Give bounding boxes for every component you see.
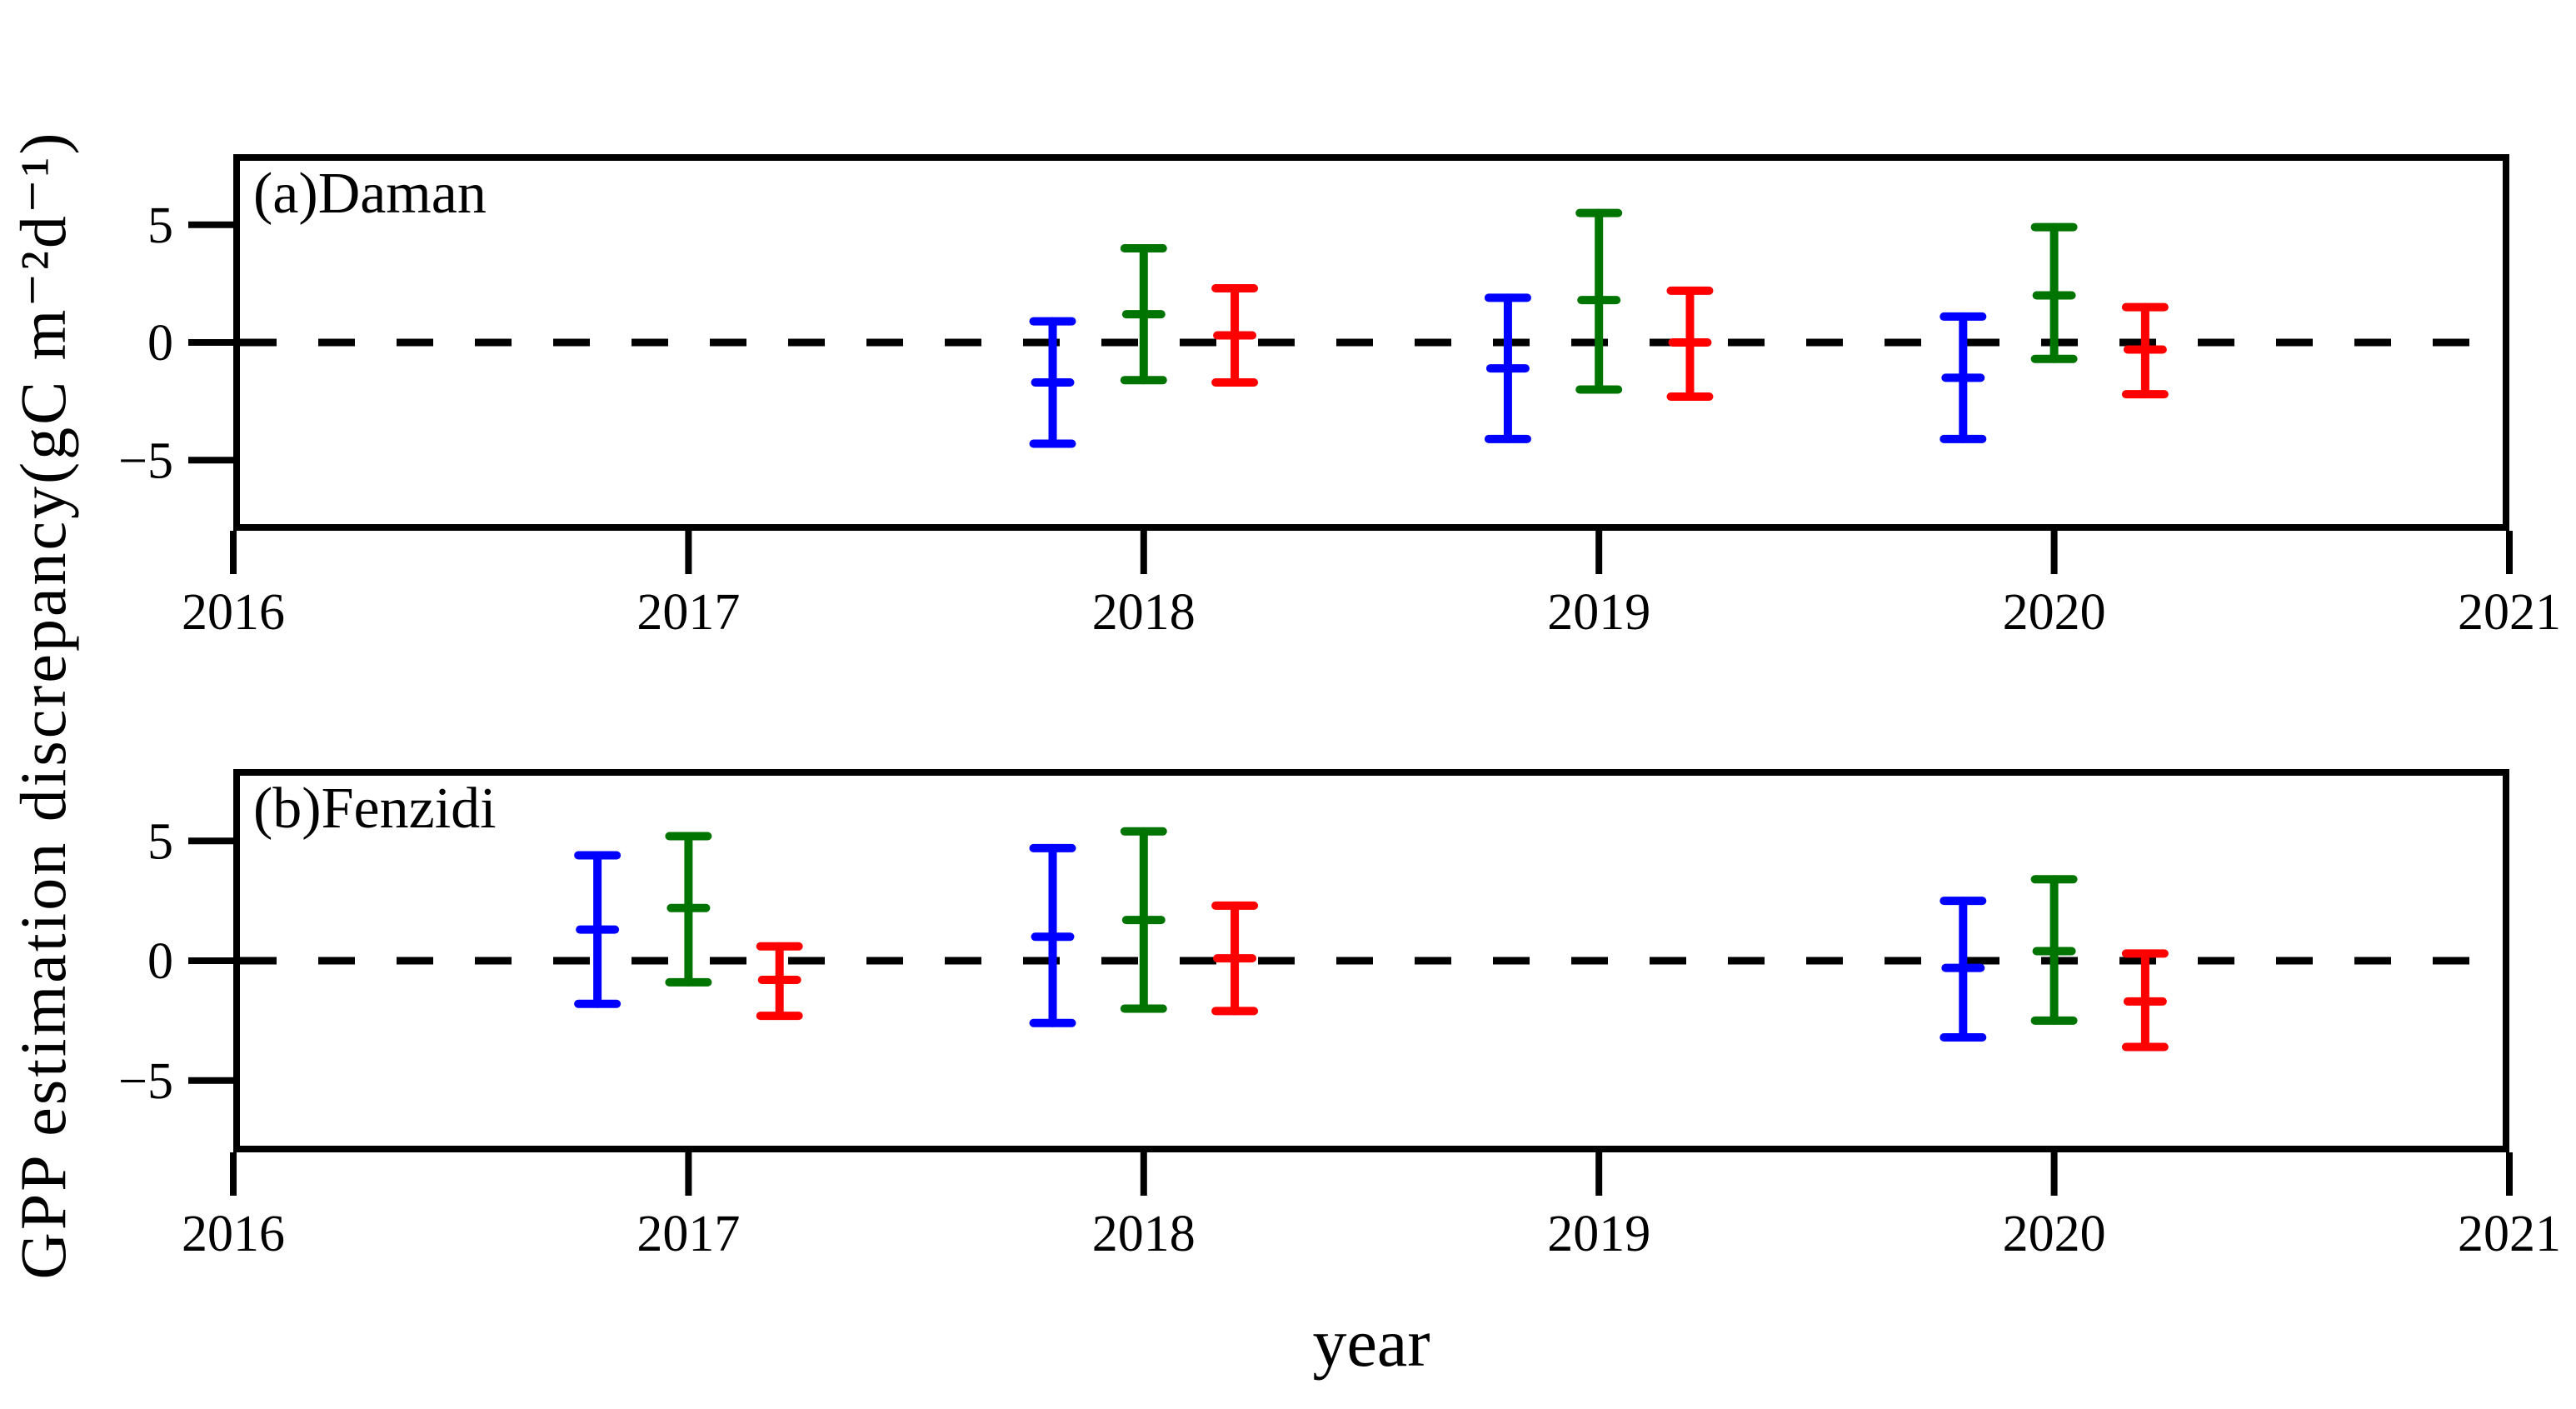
panel-b-plot: 2016 2017 2018 2019 2020 2021 5 0 −5 xyxy=(118,769,2561,1262)
y-tick-label: −5 xyxy=(118,1053,173,1110)
errorbar-series-blue xyxy=(1029,843,1076,1027)
y-tick-label: 5 xyxy=(147,197,173,254)
y-axis-label: GPP estimation discrepancy(gC m⁻²d⁻¹) xyxy=(7,130,79,1280)
panel-b: (b)Fenzidi 2016 2017 2018 2019 2020 2021 5 0 −5 xyxy=(118,769,2561,1262)
errorbar-series-green xyxy=(1120,827,1167,1013)
x-tick-label: 2021 xyxy=(2458,584,2561,641)
errorbar-series-red xyxy=(756,942,803,1021)
errorbar-series-blue xyxy=(1029,317,1076,448)
x-tick-label: 2020 xyxy=(2003,1206,2106,1262)
errorbar-series-red xyxy=(2121,949,2169,1052)
x-tick-label: 2019 xyxy=(1547,584,1650,641)
x-tick-label: 2018 xyxy=(1092,584,1196,641)
y-tick-label: −5 xyxy=(118,432,173,489)
plot-frame xyxy=(233,769,2509,1152)
errorbar-series-blue xyxy=(1484,293,1531,443)
errorbar-series-blue xyxy=(1939,312,1987,443)
errorbar-series-green xyxy=(1120,244,1167,385)
errorbar-series-red xyxy=(2121,302,2169,399)
plot-frame xyxy=(233,154,2509,531)
errorbar-series-red xyxy=(1211,284,1259,387)
errorbar-series-blue xyxy=(574,851,622,1008)
x-tick-label: 2017 xyxy=(637,1206,740,1262)
y-tick-label: 0 xyxy=(147,315,173,372)
x-tick-label: 2020 xyxy=(2003,584,2106,641)
panel-a: (a)Daman 2016 2017 2018 2019 2020 2021 5 0 −5 xyxy=(118,154,2561,641)
x-axis-label: year xyxy=(1312,1305,1430,1381)
x-tick-label: 2016 xyxy=(182,1206,285,1262)
errorbar-series-green xyxy=(1575,208,1623,394)
x-tick-label: 2017 xyxy=(637,584,740,641)
x-tick-label: 2019 xyxy=(1547,1206,1650,1262)
errorbar-series-red xyxy=(1666,286,1714,401)
panel-a-plot: 2016 2017 2018 2019 2020 2021 5 0 −5 xyxy=(118,154,2561,641)
x-tick-label: 2018 xyxy=(1092,1206,1196,1262)
errorbar-series-blue xyxy=(1939,897,1987,1042)
errorbar-series-green xyxy=(2030,875,2078,1025)
errorbar-series-red xyxy=(1211,901,1259,1016)
x-tick-label: 2021 xyxy=(2458,1206,2561,1262)
errorbar-series-green xyxy=(2030,222,2078,363)
x-tick-label: 2016 xyxy=(182,584,285,641)
panel-b-title: (b)Fenzidi xyxy=(253,777,497,841)
y-tick-label: 0 xyxy=(147,933,173,990)
y-tick-label: 5 xyxy=(147,813,173,870)
errorbar-series-green xyxy=(665,832,712,987)
panel-a-title: (a)Daman xyxy=(253,162,487,226)
